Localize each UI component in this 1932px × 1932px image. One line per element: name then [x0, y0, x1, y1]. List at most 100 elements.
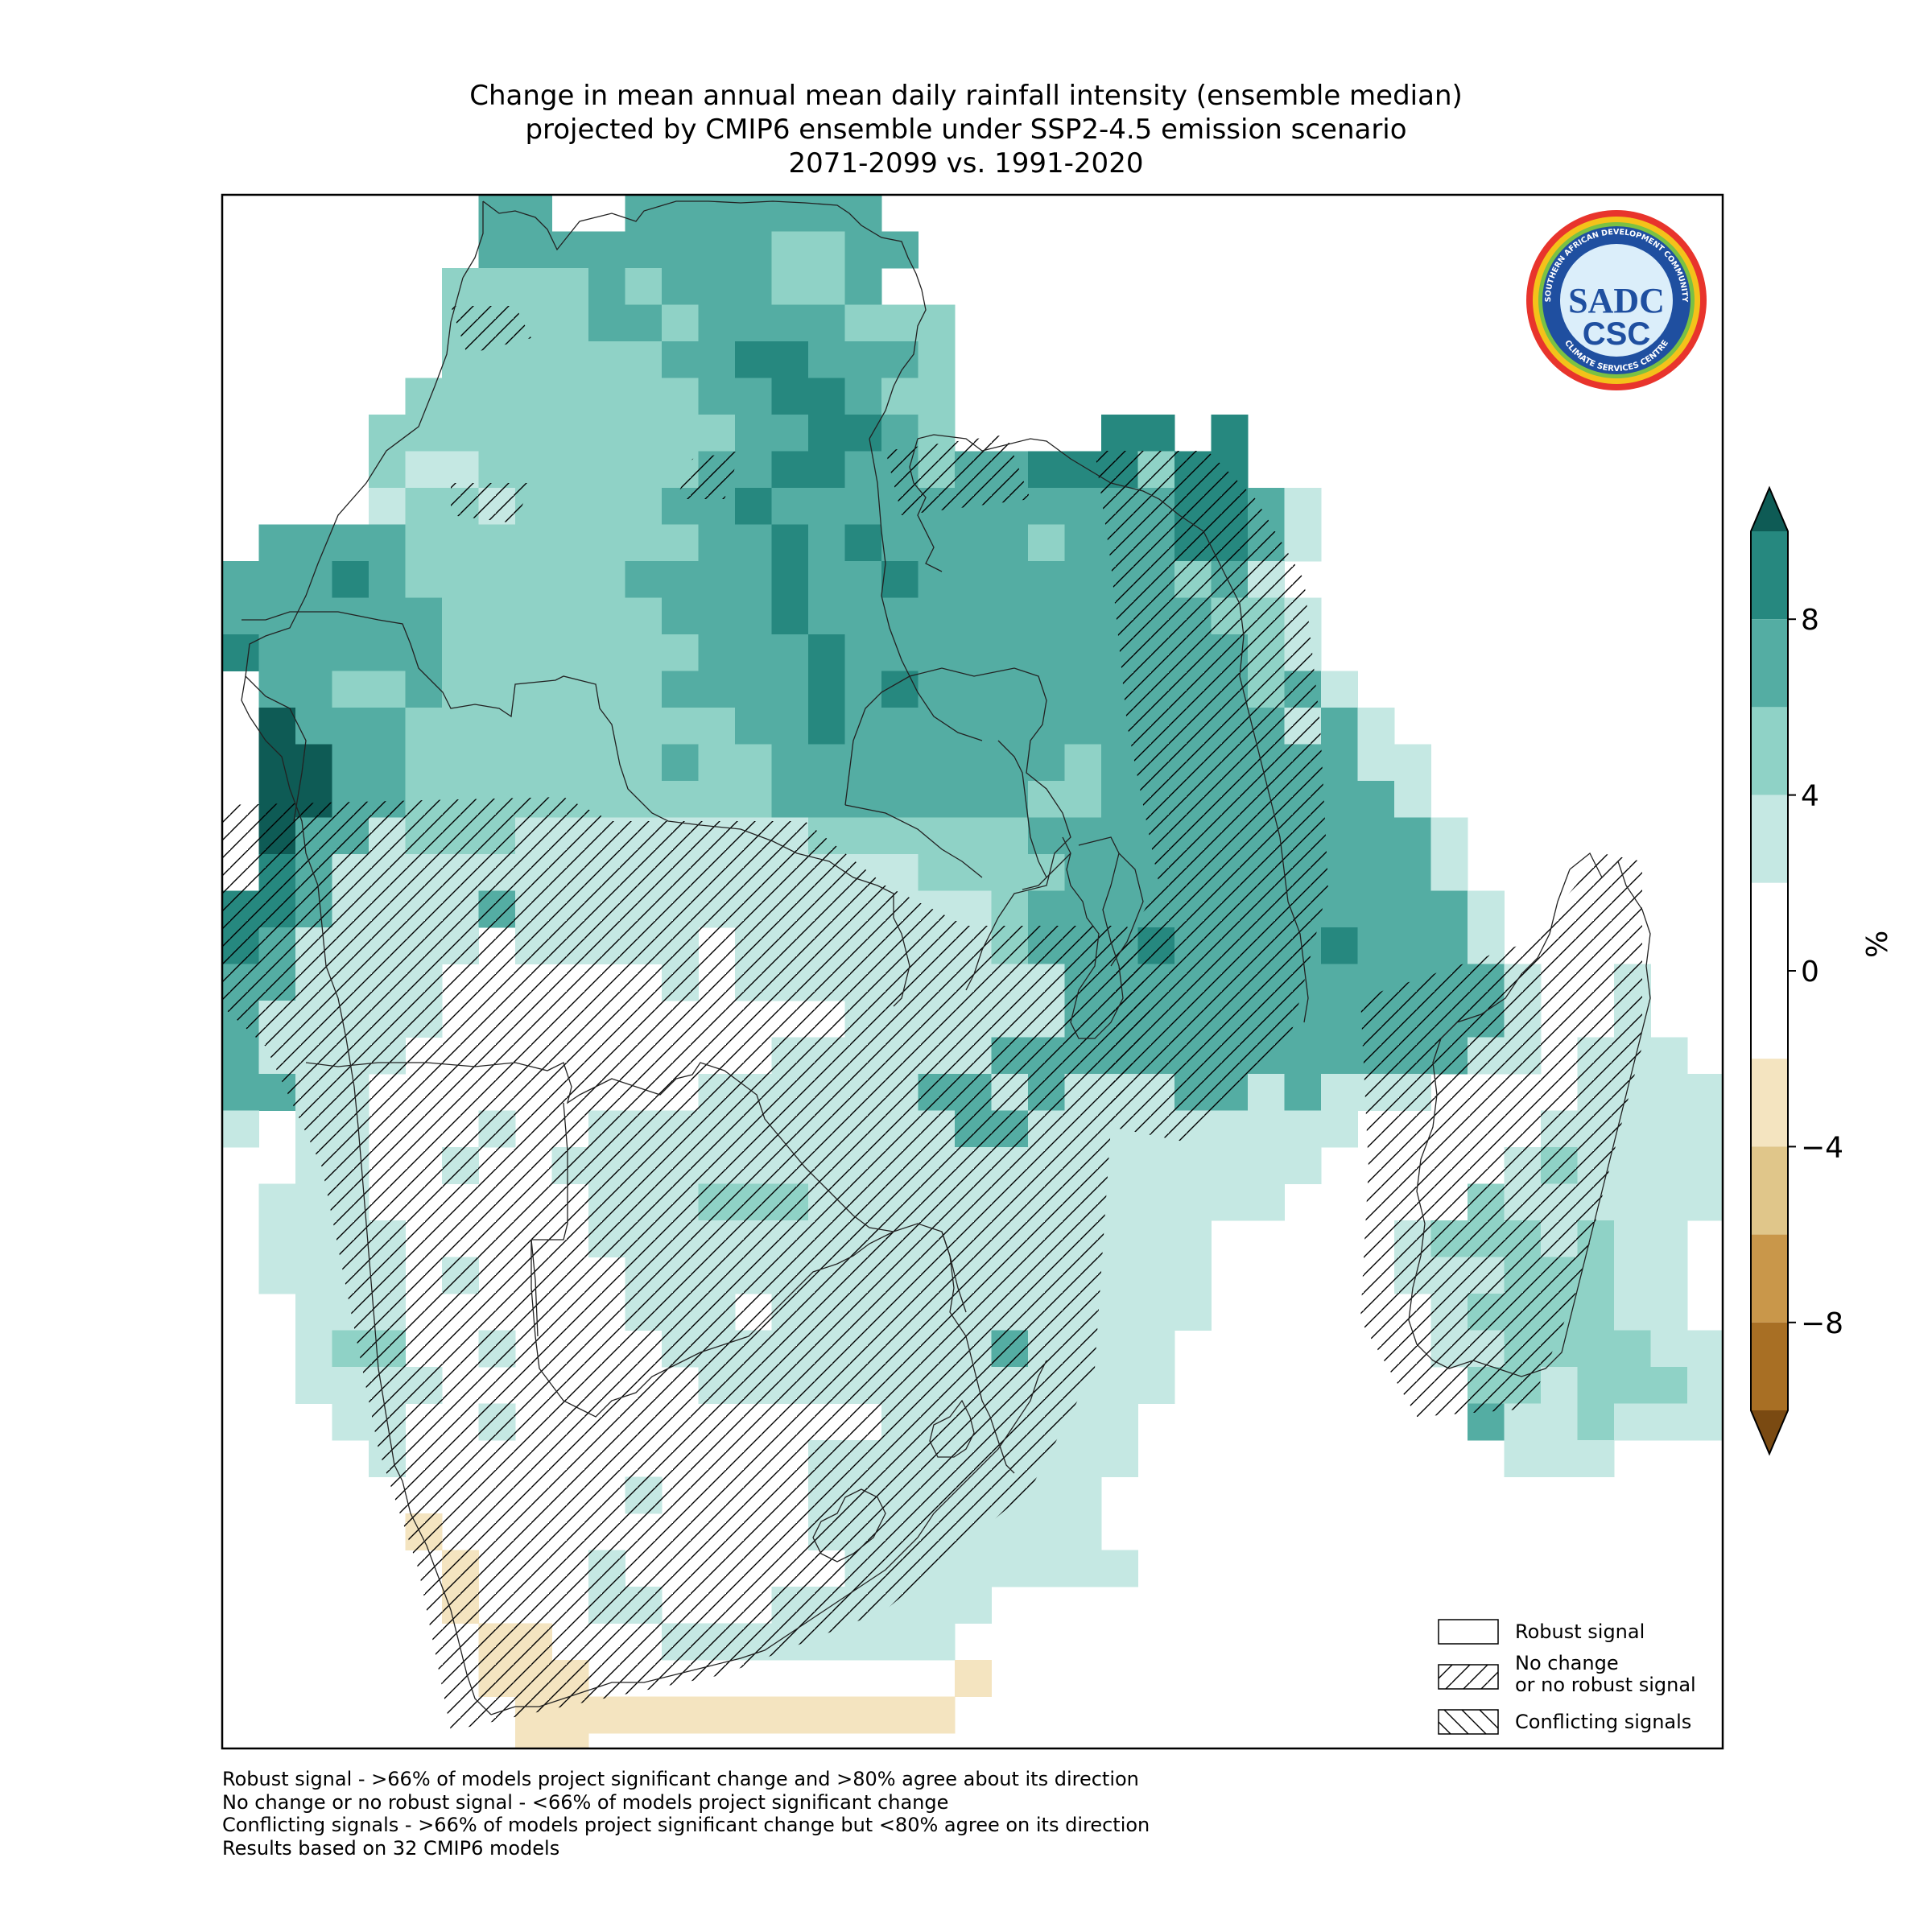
grid-cell [478, 231, 516, 269]
grid-cell [1028, 634, 1065, 671]
colorbar-outline [1750, 485, 1789, 1456]
grid-cell [515, 708, 552, 745]
grid-cell [735, 781, 772, 818]
grid-cell [1504, 1440, 1542, 1477]
grid-cell [991, 781, 1029, 818]
grid-cell [1321, 1110, 1358, 1148]
grid-cell [515, 195, 552, 232]
hatch-legend: Robust signal No change or no robust sig… [1438, 1619, 1696, 1735]
grid-cell [295, 561, 332, 598]
grid-cell [881, 1696, 919, 1734]
grid-cell [551, 524, 589, 562]
grid-cell [1064, 781, 1102, 818]
grid-cell [1577, 1440, 1615, 1477]
grid-cell [551, 304, 589, 342]
footnote-models: Results based on 32 CMIP6 models [222, 1836, 560, 1860]
grid-cell [808, 195, 845, 232]
grid-cell [808, 268, 845, 305]
grid-cell [1064, 1476, 1102, 1514]
legend-swatch-robust [1438, 1619, 1499, 1645]
grid-cell [991, 561, 1029, 598]
grid-cell [662, 1696, 699, 1734]
grid-cell [771, 195, 809, 232]
colorbar-tick-label-0: 8 [1801, 604, 1819, 637]
grid-cell [442, 524, 479, 562]
grid-cell [588, 415, 625, 452]
hatch-no-robust-signal [1095, 451, 1328, 1143]
grid-cell [844, 415, 882, 452]
grid-cell [442, 451, 479, 489]
grid-cell [808, 708, 845, 745]
grid-cell [1064, 524, 1102, 562]
grid-cell [551, 451, 589, 489]
grid-cell [808, 231, 845, 269]
grid-cell [1028, 708, 1065, 745]
grid-cell [955, 1550, 992, 1587]
grid-cell [515, 597, 552, 635]
grid-cell [918, 524, 956, 562]
grid-cell [844, 341, 882, 378]
grid-cell [222, 597, 259, 635]
grid-cell [1321, 744, 1358, 782]
grid-cell [1101, 1257, 1138, 1294]
grid-cell [844, 634, 882, 671]
grid-cell [478, 708, 516, 745]
grid-cell [222, 1037, 259, 1075]
colorbar-level-7 [1751, 1234, 1788, 1323]
grid-cell [1357, 817, 1395, 855]
grid-cell [1687, 1367, 1723, 1404]
grid-cell [515, 744, 552, 782]
grid-cell [1101, 1550, 1138, 1587]
grid-cell [881, 781, 919, 818]
grid-cell [625, 195, 663, 232]
grid-cell [1357, 890, 1395, 928]
grid-cell [625, 708, 663, 745]
grid-cell [1028, 561, 1065, 598]
grid-cell [918, 561, 956, 598]
grid-cell [808, 488, 845, 525]
grid-cell [918, 1623, 956, 1661]
grid-cell [295, 1257, 332, 1294]
grid-cell [1211, 415, 1249, 452]
grid-cell [771, 304, 809, 342]
colorbar-extend-max [1751, 488, 1788, 531]
grid-cell [735, 415, 772, 452]
grid-cell [698, 561, 736, 598]
grid-cell [332, 634, 369, 671]
grid-cell [625, 378, 663, 415]
grid-cell [369, 708, 406, 745]
grid-cell [405, 488, 443, 525]
grid-cell [955, 597, 992, 635]
grid-cell [991, 817, 1029, 855]
grid-cell [1357, 744, 1395, 782]
grid-cell [808, 1696, 845, 1734]
chart-title: Change in mean annual mean daily rainfal… [0, 79, 1932, 180]
grid-cell [442, 634, 479, 671]
grid-cell [1028, 524, 1065, 562]
grid-cell [955, 854, 992, 891]
grid-cell [662, 634, 699, 671]
grid-cell [808, 451, 845, 489]
grid-cell [1284, 524, 1322, 562]
grid-cell [625, 231, 663, 269]
grid-cell [258, 744, 296, 782]
grid-cell [625, 634, 663, 671]
hatch-no-robust-signal [451, 483, 531, 523]
grid-cell [1064, 561, 1102, 598]
grid-cell [515, 415, 552, 452]
grid-cell [405, 451, 443, 489]
grid-cell [1650, 1037, 1688, 1075]
grid-cell [515, 378, 552, 415]
grid-cell [698, 378, 736, 415]
grid-cell [1064, 1440, 1102, 1477]
grid-cell [662, 708, 699, 745]
grid-cell [332, 744, 369, 782]
grid-cell [1321, 1074, 1358, 1111]
grid-cell [1064, 451, 1102, 489]
map-frame [221, 193, 1724, 1750]
grid-cell [881, 231, 919, 269]
grid-cell [515, 671, 552, 708]
grid-cell [1541, 1367, 1578, 1404]
grid-cell [735, 634, 772, 671]
grid-cell [625, 597, 663, 635]
